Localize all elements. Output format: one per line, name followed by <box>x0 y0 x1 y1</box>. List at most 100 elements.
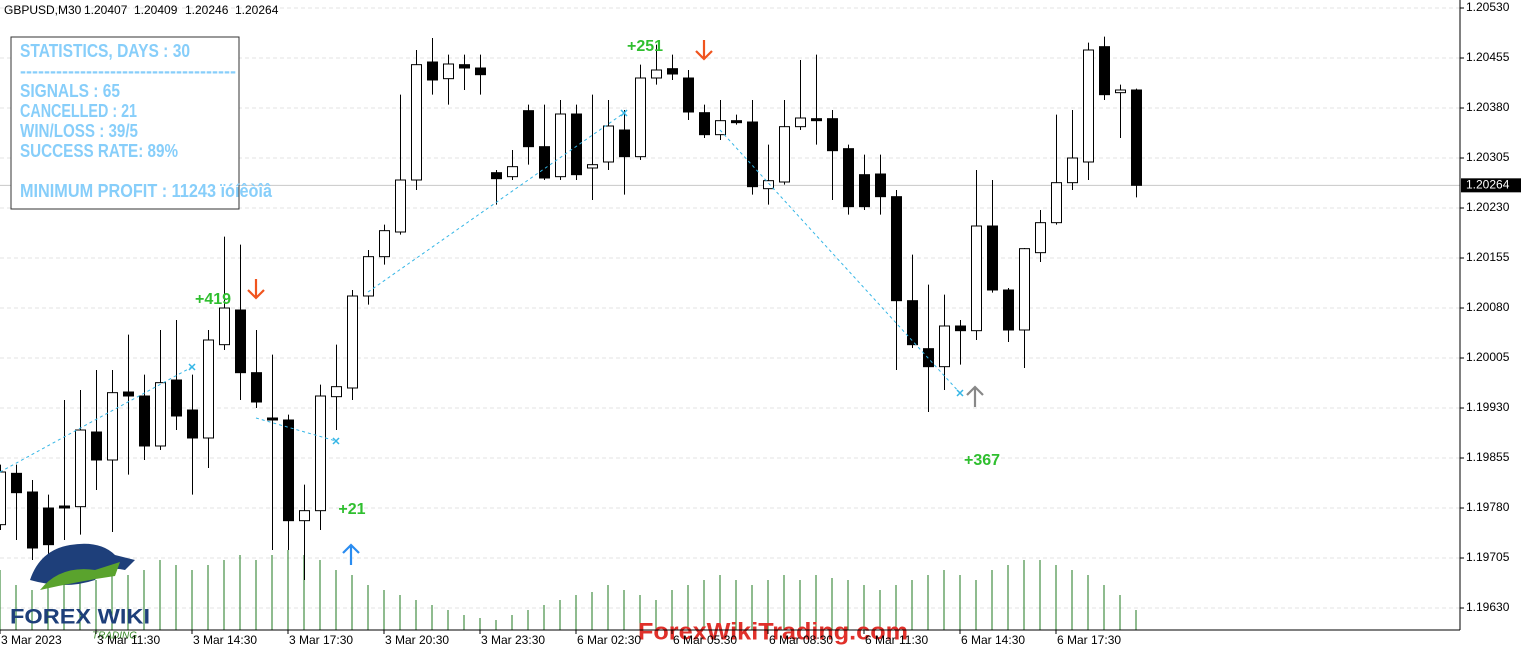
candle-body <box>1083 49 1094 163</box>
candle-layer <box>0 36 1142 580</box>
stat-line: CANCELLED : 21 <box>20 101 137 121</box>
buy-arrow <box>342 543 360 565</box>
candle-body <box>43 507 54 546</box>
signal-label: +419 <box>195 291 231 308</box>
candle-body <box>715 120 726 136</box>
logo-text: FOREX WIKI <box>10 606 150 629</box>
x-tick-label: 3 Mar 20:30 <box>385 633 449 647</box>
candle-body <box>795 117 806 128</box>
signal-line <box>255 417 337 442</box>
candle-body <box>251 372 262 403</box>
x-tick-label: 3 Mar 17:30 <box>289 633 353 647</box>
signal-markers <box>188 109 964 445</box>
candle-body <box>987 225 998 291</box>
y-tick-label: 1.20380 <box>1466 100 1510 114</box>
candle-body <box>587 164 598 169</box>
candle-body <box>155 382 166 447</box>
y-tick-label: 1.19630 <box>1466 600 1510 614</box>
signal-marker <box>956 389 964 397</box>
stat-line: SUCCESS RATE: 89% <box>20 141 178 161</box>
sell-arrow <box>247 279 265 300</box>
signal-line <box>719 129 961 394</box>
candle-body <box>571 113 582 176</box>
x-tick-label: 3 Mar 23:30 <box>481 633 545 647</box>
candle-body <box>475 67 486 76</box>
candle-body <box>1019 248 1030 331</box>
y-tick-label: 1.20230 <box>1466 200 1510 214</box>
candle-body <box>171 379 182 417</box>
candle-body <box>747 121 758 188</box>
candle-body <box>619 129 630 158</box>
y-tick-label: 1.19855 <box>1466 450 1510 464</box>
stat-line: SIGNALS : 65 <box>20 81 120 101</box>
current-price-box <box>1461 178 1521 193</box>
candle-body <box>731 120 742 124</box>
candle-body <box>843 148 854 208</box>
x-tick-label: 6 Mar 02:30 <box>577 633 641 647</box>
header-value: 1.20407 <box>84 3 128 17</box>
x-tick-label: 6 Mar 08:30 <box>769 633 833 647</box>
candle-body <box>107 392 118 461</box>
candle-body <box>859 174 870 208</box>
signal-label: +367 <box>964 452 1000 469</box>
y-tick-label: 1.20530 <box>1466 0 1510 14</box>
candle-body <box>811 118 822 122</box>
candle-body <box>27 491 38 549</box>
candle-body <box>59 505 70 509</box>
candle-body <box>379 230 390 258</box>
candle-body <box>923 348 934 368</box>
candle-body <box>635 77 646 158</box>
logo-shape <box>30 543 135 585</box>
stat-line: MINIMUM PROFIT : 11243 ïóíêòîâ <box>20 181 273 201</box>
candle-body <box>667 68 678 75</box>
candle-body <box>139 395 150 447</box>
candle-body <box>971 225 982 332</box>
candle-body <box>283 419 294 522</box>
candle-body <box>1131 89 1142 186</box>
candle-body <box>539 146 550 179</box>
candle-body <box>443 63 454 80</box>
candle-body <box>459 64 470 69</box>
current-price-label: 1.20264 <box>1466 178 1510 192</box>
x-tick-label: 6 Mar 11:30 <box>865 633 928 647</box>
volume-layer <box>0 550 1137 630</box>
candle-body <box>491 172 502 180</box>
candle-body <box>331 386 342 398</box>
header-value: 1.20409 <box>134 3 178 17</box>
logo: FOREX WIKI TRADING <box>10 543 150 642</box>
watermark: ForexWikiTrading.com <box>638 618 908 645</box>
arrows <box>247 40 984 565</box>
candle-body <box>779 126 790 183</box>
candle-body <box>1051 182 1062 224</box>
candle-body <box>907 300 918 346</box>
candle-body <box>651 69 662 79</box>
candle-body <box>235 309 246 374</box>
y-tick-label: 1.20155 <box>1466 250 1510 264</box>
candle-body <box>1115 89 1126 94</box>
symbol: GBPUSD,M30 <box>4 3 82 17</box>
candle-body <box>1099 46 1110 96</box>
y-tick-label: 1.20005 <box>1466 350 1510 364</box>
statistics-box <box>10 36 240 210</box>
logo-subtext: TRADING <box>92 631 137 642</box>
stat-title: STATISTICS, DAYS : 30 <box>20 41 190 61</box>
candle-body <box>827 118 838 152</box>
x-tick-label: 3 Mar 2023 <box>1 633 62 647</box>
x-tick-label: 3 Mar 14:30 <box>193 633 257 647</box>
candle-body <box>939 325 950 368</box>
y-tick-label: 1.19705 <box>1466 550 1510 564</box>
candle-body <box>267 417 278 421</box>
candle-body <box>699 112 710 136</box>
x-tick-label: 6 Mar 05:30 <box>673 633 737 647</box>
candle-body <box>11 472 22 494</box>
signal-lines <box>0 112 961 473</box>
candle-body <box>75 429 86 508</box>
y-tick-label: 1.20455 <box>1466 50 1510 64</box>
buy-arrow <box>966 385 984 407</box>
candle-body <box>187 409 198 439</box>
candle-body <box>0 471 6 526</box>
stat-divider: ------------------------------------ <box>20 61 236 81</box>
